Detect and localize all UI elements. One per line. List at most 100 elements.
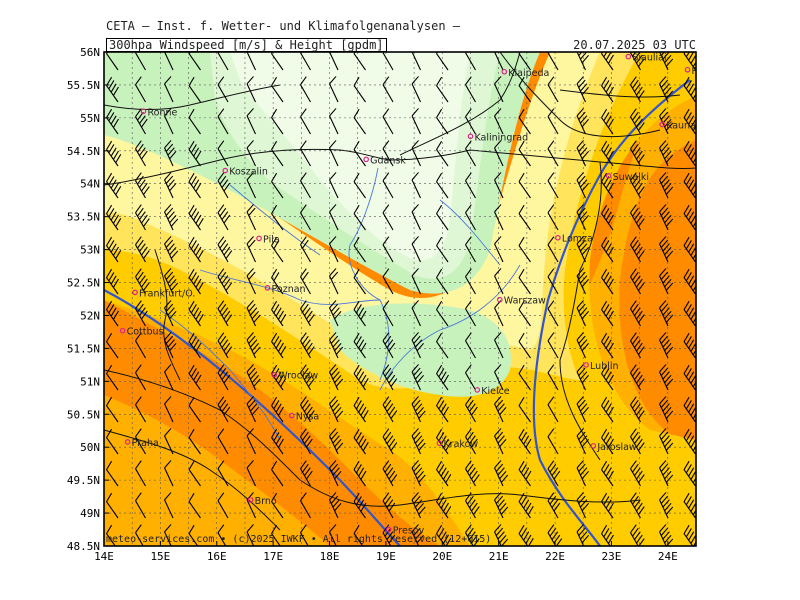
wind-barb (601, 524, 614, 546)
wind-barb (411, 268, 421, 295)
wind-barb (300, 172, 311, 199)
wind-barb (630, 204, 645, 231)
wind-barb (106, 204, 122, 231)
wind-barb (518, 492, 534, 519)
wind-barb (300, 76, 311, 103)
wind-barb (659, 140, 674, 167)
wind-barb (353, 332, 367, 359)
valid-time: 20.07.2025 03 UTC (573, 38, 696, 52)
wind-barb (106, 524, 119, 546)
city-marker: Klaipeda (501, 68, 549, 79)
wind-barb (106, 300, 119, 327)
wind-barb (630, 76, 645, 103)
wind-barb (494, 204, 504, 231)
wind-barb (547, 396, 559, 423)
city-label: Lublin (590, 361, 618, 372)
wind-barb (188, 396, 201, 423)
wind-barb (494, 332, 504, 359)
wind-barb (106, 460, 119, 487)
wind-barb (683, 524, 696, 546)
wind-barb (271, 300, 287, 327)
wind-barb (465, 172, 476, 199)
wind-barb (518, 172, 531, 199)
wind-barb (576, 460, 590, 487)
wind-barb (329, 428, 344, 455)
wind-barb (246, 524, 256, 546)
city-label: Ronne (147, 107, 177, 118)
wind-barb (300, 140, 311, 167)
city-dot (436, 440, 443, 447)
wind-barb (246, 332, 261, 359)
city-dot (247, 497, 254, 503)
wind-barb (601, 76, 614, 103)
wind-barb (271, 460, 284, 487)
wind-barb (576, 364, 590, 391)
lat-tick-label: 52.5N (67, 277, 100, 290)
city-dot (496, 296, 503, 303)
wind-barb (164, 76, 174, 103)
city-label: Suwalki (613, 172, 649, 183)
wind-barb (188, 364, 202, 391)
wind-barb (630, 332, 645, 359)
wind-barb (135, 76, 146, 103)
wind-barb (164, 524, 174, 546)
wind-barb (353, 108, 366, 135)
wind-barb (217, 204, 231, 231)
wind-barb (188, 76, 201, 103)
wind-barb (382, 364, 398, 391)
wind-barb (164, 236, 179, 263)
wind-barb (659, 492, 674, 519)
wind-barb (601, 172, 614, 199)
city-label: Nysa (296, 412, 320, 423)
wind-barb (494, 524, 509, 546)
city-label: Cottbus (127, 327, 164, 338)
wind-barb (465, 108, 476, 135)
wind-barb (135, 236, 150, 263)
wind-barb (188, 172, 202, 199)
wind-barb (494, 268, 504, 295)
wind-barb (300, 332, 315, 359)
wind-barb (436, 140, 449, 167)
wind-barb (300, 364, 315, 391)
wind-barb (601, 460, 614, 487)
city-dot (222, 167, 229, 174)
wind-barb (188, 460, 201, 487)
city-marker: Krakow (436, 439, 478, 450)
wind-barb (411, 396, 426, 423)
wind-barb (576, 396, 590, 423)
wind-barb (329, 492, 342, 519)
wind-barb (382, 428, 398, 455)
wind-barb (494, 364, 504, 391)
wind-barb (135, 460, 146, 487)
wind-barb (353, 236, 366, 263)
wind-barb (382, 76, 394, 103)
wind-barb (382, 236, 394, 263)
wind-barb (188, 524, 201, 546)
band-gold (104, 52, 696, 546)
wind-barb (518, 396, 531, 423)
wind-barb (547, 52, 559, 71)
wind-barb (411, 364, 425, 391)
wind-barb (164, 364, 174, 391)
lon-tick-label: 16E (207, 550, 227, 563)
wind-barb (465, 492, 480, 519)
wind-barb (576, 52, 590, 71)
wind-barb (106, 364, 119, 391)
wind-barb (518, 364, 531, 391)
lon-tick-label: 15E (150, 550, 170, 563)
wind-barb (547, 492, 561, 519)
wind-barb (217, 140, 229, 167)
map-area: Siauliai Panevezys Klaipeda Ronne Kaunas Kali… (104, 52, 696, 546)
wind-barb (135, 172, 150, 199)
city-marker: Cottbus (119, 327, 164, 338)
wind-barb (353, 204, 366, 231)
wind-barb (217, 108, 229, 135)
rivers (159, 167, 521, 441)
wind-barb (188, 108, 201, 135)
wind-barb (353, 76, 366, 103)
city-marker: Ronne (140, 107, 177, 118)
wind-barb (601, 236, 614, 263)
wind-barb (494, 428, 507, 455)
wind-barb (188, 140, 202, 167)
wind-barb (217, 236, 233, 263)
